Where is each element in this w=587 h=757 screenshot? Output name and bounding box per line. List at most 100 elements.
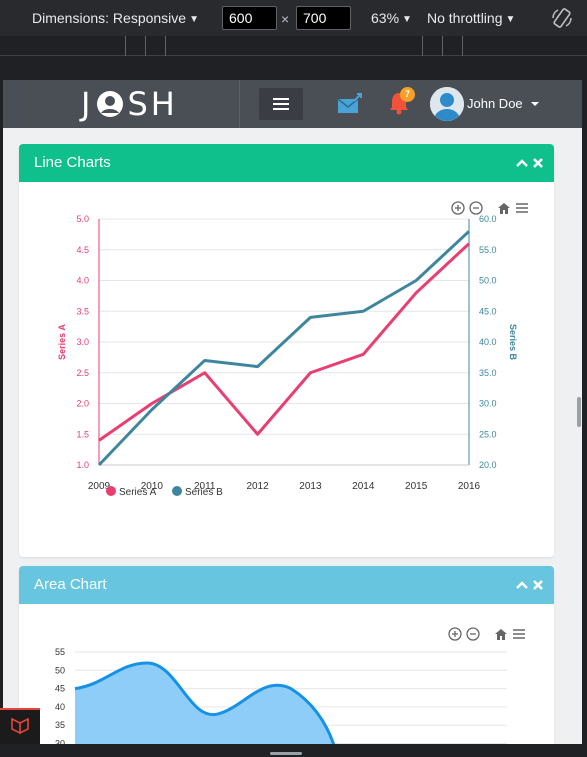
- y-left-tick-label: 4.5: [76, 245, 89, 255]
- hamburger-icon[interactable]: [512, 627, 526, 641]
- caret-down-icon: ▼: [402, 14, 412, 25]
- x-tick-label: 2016: [458, 481, 481, 492]
- throttling-label: No throttling: [427, 10, 503, 26]
- panel-header: Line Charts: [19, 144, 554, 182]
- menu-icon-bar: [273, 98, 289, 100]
- y-left-tick-label: 2.5: [76, 368, 89, 378]
- height-input[interactable]: 700: [296, 6, 351, 30]
- y-left-tick-label: 2.0: [76, 399, 89, 409]
- y-tick-label: 40: [55, 702, 65, 712]
- close-icon[interactable]: [532, 579, 544, 591]
- x-tick-label: 2012: [246, 481, 269, 492]
- zoom-in-icon[interactable]: [448, 627, 462, 641]
- laravel-debugbar-icon[interactable]: [0, 708, 40, 744]
- caret-down-icon[interactable]: [531, 102, 539, 106]
- legend-series-b-label: Series B: [185, 487, 223, 498]
- ruler-tick: [165, 36, 166, 56]
- menu-toggle-button[interactable]: [259, 88, 303, 120]
- dimensions-dropdown[interactable]: Dimensions: Responsive ▼: [32, 0, 199, 36]
- ruler-tick: [462, 36, 463, 56]
- hamburger-icon[interactable]: [515, 201, 529, 215]
- y-left-tick-label: 5.0: [76, 214, 89, 224]
- zoom-label: 63%: [371, 10, 400, 26]
- legend-series-a-label: Series A: [119, 487, 157, 498]
- y-left-tick-label: 4.0: [76, 276, 89, 286]
- notification-badge: 7: [400, 87, 415, 102]
- app-header: J SH 7: [3, 80, 582, 128]
- zoom-in-icon[interactable]: [451, 201, 465, 215]
- y-right-tick-label: 35.0: [479, 368, 497, 378]
- series-a-line: [98, 242, 471, 442]
- legend-series-a-marker: [106, 486, 116, 496]
- home-icon[interactable]: [494, 627, 508, 641]
- ruler-tick: [145, 36, 146, 56]
- menu-icon-bar: [273, 108, 289, 110]
- home-icon[interactable]: [497, 201, 511, 215]
- y-tick-label: 45: [55, 684, 65, 694]
- close-icon[interactable]: [532, 157, 544, 169]
- zoom-dropdown[interactable]: 63% ▼: [371, 0, 412, 36]
- avatar[interactable]: [430, 87, 464, 121]
- resize-handle[interactable]: [577, 397, 581, 427]
- x-tick-label: 2011: [194, 481, 216, 492]
- panel-header: Area Chart: [19, 566, 554, 604]
- line-chart: 1.0 20.0 1.5 25.0 2.0 30.0 2.5 35.0 3.0 40.0 3.5 45…: [57, 214, 518, 498]
- series-b-line: [97, 230, 471, 467]
- y-right-tick-label: 55.0: [479, 245, 497, 255]
- x-tick-label: 2010: [141, 481, 164, 492]
- logo-letter: J: [81, 85, 94, 123]
- legend-series-b-marker: [172, 486, 182, 496]
- y-left-tick-label: 1.5: [76, 429, 89, 439]
- chart-toolbar: [448, 627, 526, 641]
- y-left-axis-label: Series A: [57, 324, 67, 360]
- y-left-tick-label: 3.0: [76, 337, 89, 347]
- ruler-tick: [442, 36, 443, 56]
- y-tick-label: 50: [55, 665, 65, 675]
- zoom-out-icon[interactable]: [469, 201, 483, 215]
- y-right-tick-label: 45.0: [479, 306, 497, 316]
- devtools-toolbar: Dimensions: Responsive ▼ 600 × 700 63% ▼ N…: [0, 0, 587, 36]
- y-right-tick-label: 60.0: [479, 214, 497, 224]
- x-tick-label: 2013: [299, 481, 322, 492]
- menu-icon-bar: [273, 103, 289, 105]
- area-chart-panel: Area Chart 55 50 45 40 35 30: [19, 566, 554, 744]
- area-fill: [75, 662, 334, 744]
- device-viewport: J SH 7: [3, 80, 582, 744]
- user-avatar-icon: [430, 87, 464, 121]
- caret-down-icon: ▼: [189, 14, 199, 25]
- dimensions-label: Dimensions: Responsive: [32, 10, 187, 26]
- area-line: [74, 661, 336, 744]
- caret-down-icon: ▼: [505, 14, 516, 25]
- bottom-resize-handle[interactable]: [270, 752, 302, 755]
- media-query-ruler: [0, 36, 587, 56]
- x-tick-label: 2014: [352, 481, 375, 492]
- throttling-dropdown[interactable]: No throttling ▼: [427, 0, 515, 36]
- user-name[interactable]: John Doe: [467, 96, 523, 111]
- chart-toolbar: [451, 201, 529, 215]
- x-tick-label: 2009: [88, 481, 111, 492]
- y-right-tick-label: 25.0: [479, 429, 497, 439]
- y-right-axis-label: Series B: [508, 324, 518, 361]
- logo-letters: SH: [127, 85, 178, 123]
- y-left-tick-label: 1.0: [76, 460, 89, 470]
- ruler-tick: [125, 36, 126, 56]
- y-tick-label: 30: [55, 739, 65, 745]
- panel-title: Area Chart: [34, 576, 107, 593]
- josh-logo[interactable]: J SH: [81, 85, 178, 123]
- y-right-tick-label: 20.0: [479, 460, 497, 470]
- chevron-up-icon[interactable]: [515, 157, 529, 169]
- y-tick-label: 35: [55, 720, 65, 730]
- y-right-tick-label: 30.0: [479, 399, 497, 409]
- rotate-icon[interactable]: [550, 6, 574, 30]
- zoom-out-icon[interactable]: [466, 627, 480, 641]
- width-input[interactable]: 600: [222, 6, 277, 30]
- chevron-up-icon[interactable]: [515, 579, 529, 591]
- x-tick-label: 2015: [405, 481, 428, 492]
- dimension-separator: ×: [281, 11, 290, 27]
- y-right-tick-label: 40.0: [479, 337, 497, 347]
- mail-icon[interactable]: [337, 92, 363, 116]
- y-left-tick-label: 3.5: [76, 306, 89, 316]
- y-right-tick-label: 50.0: [479, 276, 497, 286]
- ruler-tick: [422, 36, 423, 56]
- logo-user-icon: [97, 91, 124, 117]
